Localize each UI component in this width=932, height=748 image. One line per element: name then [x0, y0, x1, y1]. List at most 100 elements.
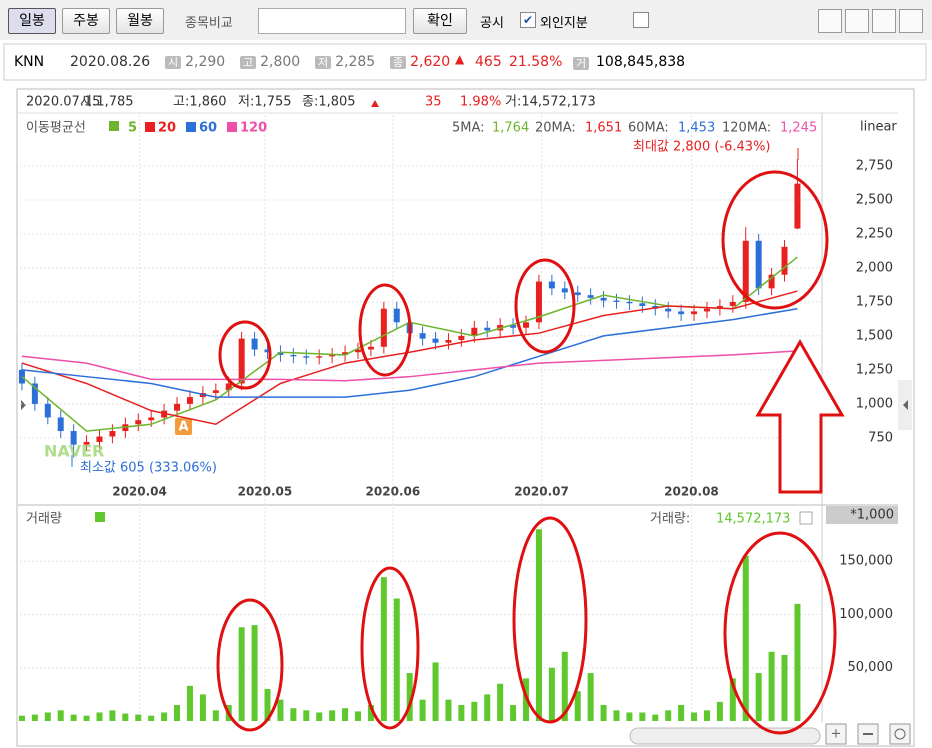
y-tick-label: 1,250	[856, 362, 893, 377]
tool-icon[interactable]	[845, 9, 869, 33]
foreign-label: 외인지분	[540, 16, 588, 31]
volume-bar	[755, 673, 762, 721]
quote-item: 종 2,620	[390, 54, 450, 70]
candle-body	[109, 431, 116, 437]
scroll-left[interactable]	[21, 400, 26, 410]
volume-bar	[148, 715, 155, 721]
ma-line	[21, 350, 798, 382]
y-tick-label: 750	[868, 430, 893, 445]
x-tick-label: 2020.07	[514, 485, 569, 499]
tab-daily[interactable]: 일봉	[8, 8, 56, 34]
header-change: 35	[425, 95, 442, 110]
header-low: 저:1,755	[238, 95, 292, 110]
candle-body	[342, 352, 349, 355]
volume-bar	[419, 699, 426, 721]
candle-body	[445, 339, 452, 343]
candle-body	[600, 297, 607, 301]
ma-value: 1,764	[492, 121, 529, 136]
print-icon[interactable]	[899, 9, 923, 33]
candle-body	[691, 311, 698, 315]
header-open: 시:1,785	[80, 95, 134, 110]
candle-body	[354, 349, 361, 353]
volume-bar	[445, 699, 452, 721]
quote-volume: 108,845,838	[596, 54, 686, 70]
volume-bar	[406, 673, 413, 721]
volume-bar	[497, 683, 504, 721]
confirm-button[interactable]: 확인	[413, 8, 467, 34]
ma-label: 5MA:	[452, 121, 485, 136]
candle-body	[755, 240, 762, 289]
volume-bar	[678, 705, 685, 721]
ma-value: 1,651	[585, 121, 622, 136]
quote-change-pct: 21.58%	[509, 54, 563, 70]
scale-note: *1,000	[850, 508, 894, 523]
disclosure-checkbox[interactable]: ✔	[520, 12, 536, 28]
candle-body	[174, 403, 181, 411]
highlight	[358, 283, 412, 377]
ma-label: 20MA:	[535, 121, 576, 136]
volume-bar	[561, 651, 568, 721]
volume-bar	[367, 705, 374, 721]
candle-body	[523, 322, 530, 328]
scale-note-bg	[826, 506, 898, 524]
legend-title: 이동평균선	[26, 121, 86, 136]
volume-bar	[251, 625, 258, 721]
volume-bar	[574, 691, 581, 721]
candle-body	[639, 303, 646, 306]
volume-bar	[729, 678, 736, 721]
header-high: 고:1,860	[173, 95, 227, 110]
zoom-in[interactable]	[825, 723, 847, 745]
legend-swatch	[145, 122, 155, 132]
quote-item: 시 2,290	[165, 54, 225, 70]
tab-weekly[interactable]: 주봉	[62, 8, 110, 34]
candle-body	[303, 356, 310, 358]
volume-bar	[393, 598, 400, 721]
y-tick-label: 2,250	[856, 226, 893, 241]
volume-bar	[354, 711, 361, 721]
candle-body	[83, 441, 90, 445]
highlight-marks	[216, 170, 845, 735]
volume-readout-value: 14,572,173	[716, 512, 790, 527]
compare-input[interactable]	[258, 8, 406, 34]
volume-bar	[96, 712, 103, 721]
candle-body	[587, 295, 594, 298]
header-date: 2020.07.15	[26, 95, 100, 110]
volume-bar	[135, 714, 142, 721]
ma-line	[21, 290, 798, 426]
volume-bar	[613, 710, 620, 721]
quote-item-value: 2,800	[260, 54, 301, 70]
volume-bar	[199, 694, 206, 721]
ma-label: 120MA:	[722, 121, 771, 136]
reset[interactable]	[889, 723, 911, 745]
volume-bar	[70, 714, 77, 721]
quote-item-value: 2,285	[335, 54, 376, 70]
quote-item-label: 시	[165, 56, 182, 69]
close-box[interactable]	[799, 511, 813, 525]
candle-body	[471, 327, 478, 336]
quote-change: 465	[475, 54, 502, 70]
ma-value: 1,245	[780, 121, 817, 136]
volume-bar	[316, 712, 323, 721]
volume-bar	[57, 710, 64, 721]
candle-body	[419, 333, 426, 339]
foreign-checkbox[interactable]	[633, 12, 649, 28]
tool-icon[interactable]	[818, 9, 842, 33]
highlight	[723, 531, 837, 735]
tab-monthly[interactable]: 월봉	[116, 8, 164, 34]
volume-swatch	[95, 512, 105, 522]
candle-body	[367, 346, 374, 350]
volume-bar	[600, 705, 607, 721]
highlight	[721, 170, 829, 310]
y-tick-label: 1,750	[856, 294, 893, 309]
candle-body	[135, 420, 142, 425]
volume-bar	[768, 651, 775, 721]
highlight	[514, 258, 576, 354]
tool-icon[interactable]	[872, 9, 896, 33]
ma-line	[21, 307, 798, 398]
candle-body	[535, 281, 542, 323]
volume-bar	[703, 710, 710, 721]
volume-bar	[548, 667, 555, 721]
quote-item: 고 2,800	[240, 54, 300, 70]
volume-bar	[342, 708, 349, 721]
